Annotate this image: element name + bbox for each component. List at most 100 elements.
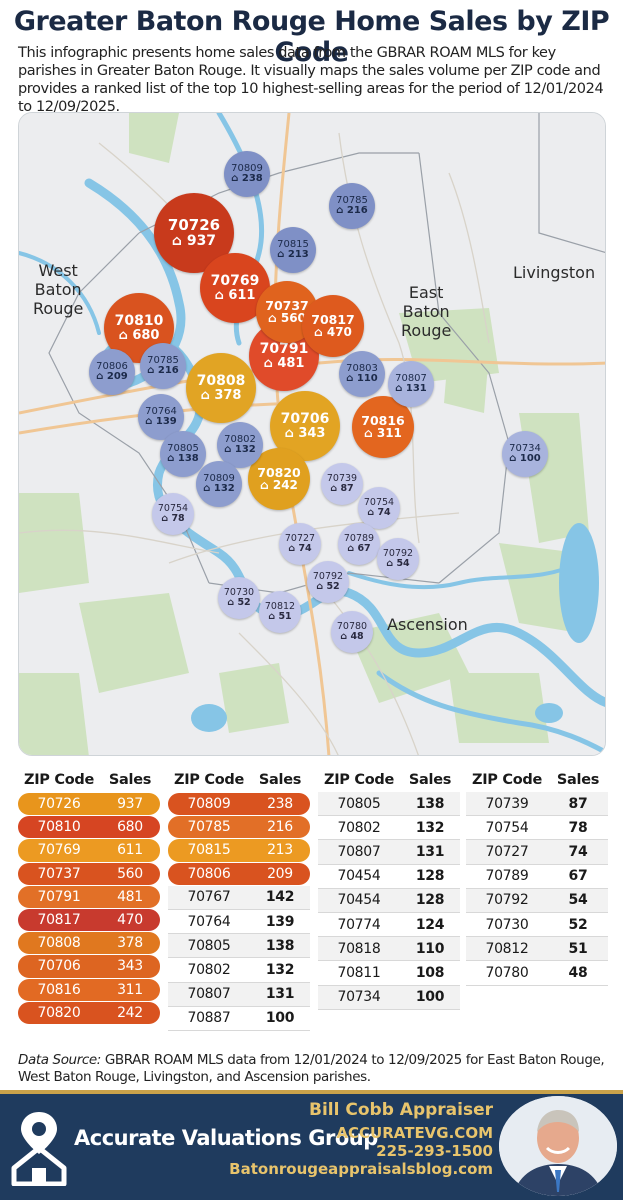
bubble-count: ⌂ 139 [145,416,177,428]
bubble-zip: 70803 [346,362,378,374]
table-row: 70810 680 [18,816,160,839]
row-sales: 481 [117,888,143,905]
zip-bubble[interactable]: 70754 ⌂ 78 [152,493,194,535]
bubble-zip: 70792 [312,571,344,583]
zip-bubble[interactable]: 70792 ⌂ 52 [307,561,349,603]
source-label: Data Source: [18,1052,101,1068]
zip-header: ZIP Code [173,772,244,788]
table-rows: 70726 937 70810 680 70769 611 70737 560 70791 481… [18,793,160,1024]
zip-bubble[interactable]: 70816 ⌂ 311 [352,396,414,458]
zip-bubble[interactable]: 70726 ⌂ 937 [154,193,234,273]
zip-bubble[interactable]: 70789 ⌂ 67 [338,523,380,565]
zip-bubble[interactable]: 70808 ⌂ 378 [186,353,256,423]
zip-bubble[interactable]: 70809 ⌂ 238 [224,151,270,197]
home-icon: ⌂ [231,173,239,184]
table-row: 70809 238 [168,793,310,816]
zip-header: ZIP Code [323,772,394,788]
zip-bubble[interactable]: 70807 ⌂ 131 [388,361,434,407]
zip-bubble[interactable]: 70792 ⌂ 54 [377,538,419,580]
bubble-count-value: 216 [346,205,368,216]
bubble-count-value: 131 [405,383,427,394]
zip-bubble[interactable]: 70809 ⌂ 132 [196,461,242,507]
bubble-count-value: 560 [280,311,306,326]
zip-bubble[interactable]: 70785 ⌂ 216 [140,343,186,389]
home-icon: ⌂ [167,453,175,464]
bubble-count-value: 67 [357,543,371,554]
bubble-zip: 70807 [395,372,427,384]
zip-bubble[interactable]: 70730 ⌂ 52 [218,577,260,619]
page-title: Greater Baton Rouge Home Sales by ZIP Co… [13,6,610,68]
zip-bubble[interactable]: 70817 ⌂ 470 [302,295,364,357]
table-row: 70789 67 [466,865,608,889]
zip-bubble[interactable]: 70803 ⌂ 110 [339,351,385,397]
home-icon: ⌂ [367,507,375,518]
bubble-zip: 70808 [196,372,246,389]
row-zip: 70754 [485,819,529,836]
home-icon: ⌂ [314,325,323,340]
sales-header: Sales [556,772,600,788]
row-zip: 70815 [187,842,231,859]
row-zip: 70807 [337,843,381,860]
bubble-zip: 70780 [336,621,368,633]
home-icon: ⌂ [288,543,296,554]
zip-bubble[interactable]: 70754 ⌂ 74 [358,487,400,529]
sales-map[interactable]: West Baton Rouge East Baton Rouge Living… [18,112,606,756]
row-zip: 70810 [37,819,81,836]
bubble-count-value: 78 [171,513,185,524]
table-row: 70805 138 [318,792,460,817]
zip-bubble[interactable]: 70815 ⌂ 213 [270,227,316,273]
zip-bubble[interactable]: 70806 ⌂ 209 [89,349,135,395]
table-rows: 70739 87 70754 78 70727 74 70789 67 70792 54 70730… [466,792,608,986]
bubble-zip: 70806 [96,360,128,372]
table-row: 70802 132 [318,816,460,841]
table-row: 70817 470 [18,908,160,932]
table-row: 70792 54 [466,888,608,913]
zip-bubble[interactable]: 70805 ⌂ 138 [160,431,206,477]
row-sales: 611 [117,842,143,859]
zip-bubble[interactable]: 70739 ⌂ 87 [321,463,363,505]
row-sales: 138 [265,937,295,954]
zip-bubble[interactable]: 70727 ⌂ 74 [279,523,321,565]
table-row: 70454 128 [318,865,460,889]
row-zip: 70727 [485,843,529,860]
row-sales: 110 [415,940,445,957]
zip-bubble[interactable]: 70785 ⌂ 216 [329,183,375,229]
bubble-count-value: 470 [326,325,352,340]
bubble-count-value: 481 [277,355,305,371]
row-sales: 213 [267,842,293,859]
row-zip: 70789 [485,868,529,885]
zip-bubble[interactable]: 70802 ⌂ 132 [217,422,263,468]
region-west-baton-rouge: West Baton Rouge [33,261,84,318]
website-link[interactable]: ACCURATEVG.COM [336,1124,493,1142]
table-row: 70769 611 [18,839,160,862]
row-sales: 74 [568,843,588,860]
bubble-count: ⌂ 78 [161,514,184,524]
zip-header: ZIP Code [23,772,94,788]
home-icon: ⌂ [316,581,324,592]
row-zip: 70817 [37,912,81,929]
bubble-zip: 70754 [363,497,395,509]
zip-bubble[interactable]: 70734 ⌂ 100 [502,431,548,477]
bubble-count-value: 132 [234,444,256,455]
phone-number[interactable]: 225-293-1500 [376,1142,493,1160]
row-zip: 70818 [337,940,381,957]
zip-bubble[interactable]: 70812 ⌂ 51 [259,591,301,633]
bubble-zip: 70726 [167,215,221,234]
table-column-1: ZIP Code Sales 70726 937 70810 680 70769 611 70… [18,768,160,1025]
table-row: 70811 108 [318,961,460,986]
region-ascension: Ascension [387,615,468,634]
zip-bubble[interactable]: 70780 ⌂ 48 [331,611,373,653]
bubble-zip: 70812 [264,601,296,613]
home-icon: ⌂ [347,543,355,554]
blog-link[interactable]: Batonrougeappraisalsblog.com [229,1160,493,1178]
row-sales: 238 [267,796,293,813]
home-icon: ⌂ [284,425,294,441]
bubble-count: ⌂ 560 [268,312,306,325]
bubble-zip: 70791 [259,340,309,357]
bubble-count: ⌂ 209 [96,371,128,383]
bubble-zip: 70764 [145,405,177,417]
bubble-count-value: 138 [177,453,199,464]
home-icon: ⌂ [227,597,235,608]
bubble-count: ⌂ 132 [224,444,256,456]
sales-header: Sales [408,772,452,788]
